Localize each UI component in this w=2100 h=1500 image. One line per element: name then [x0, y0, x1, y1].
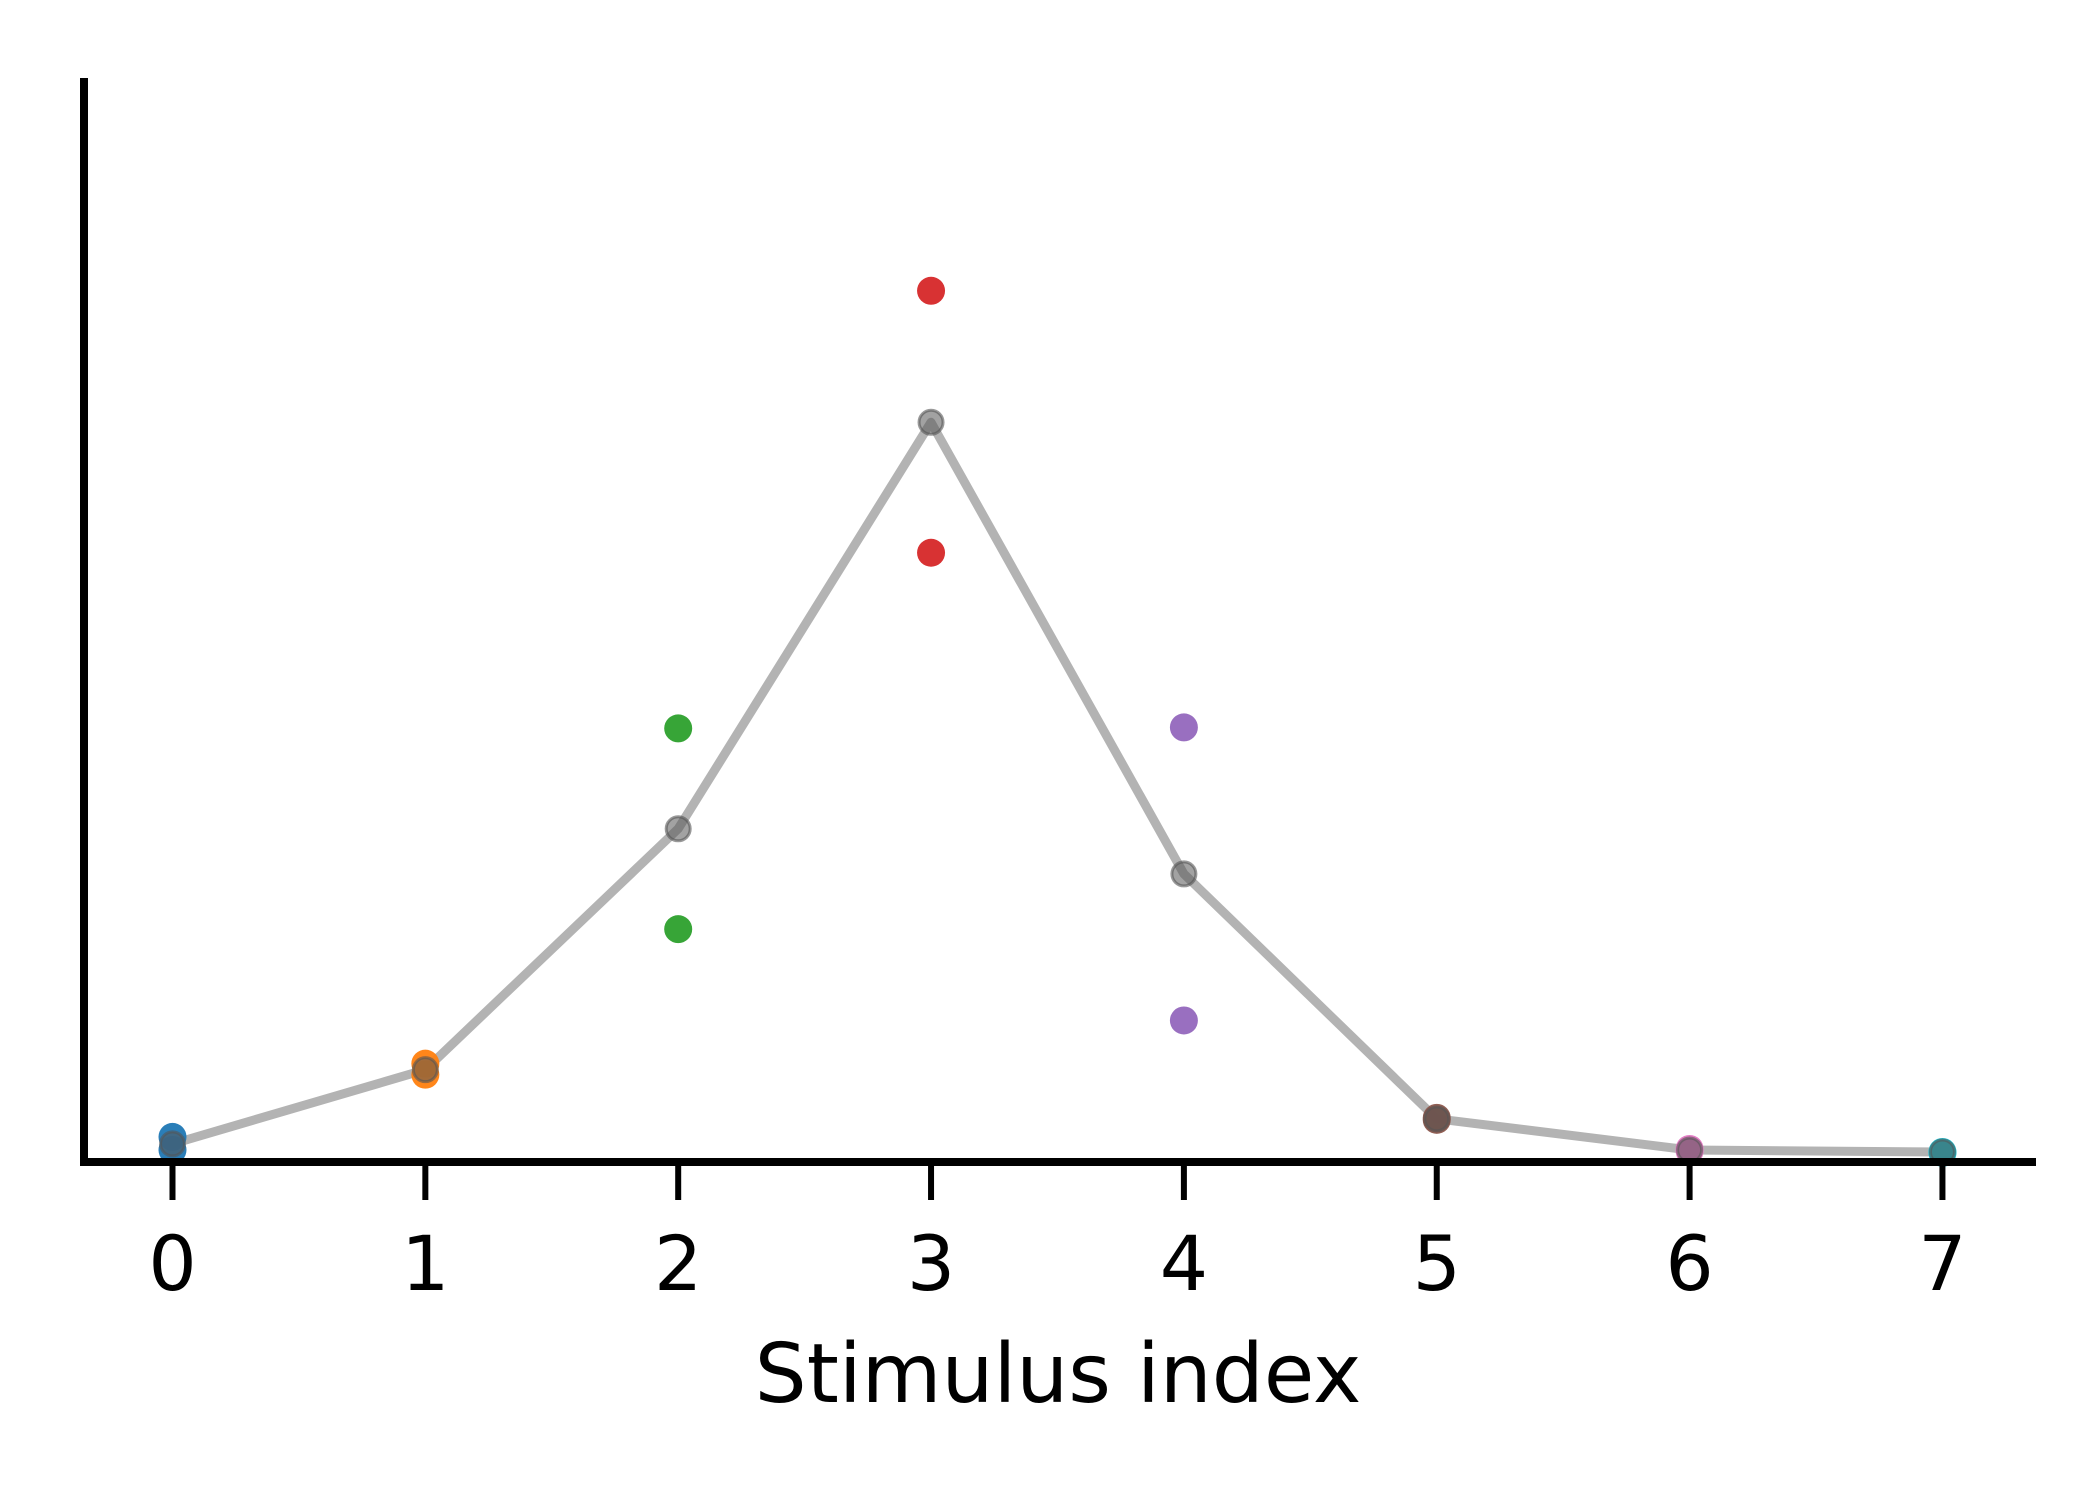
- x-tick-label-6: 6: [1665, 1219, 1713, 1308]
- x-tick-label-0: 0: [148, 1219, 196, 1308]
- data-point-3-1: [917, 538, 946, 567]
- data-point-4-0: [1169, 713, 1198, 742]
- x-tick-label-7: 7: [1918, 1219, 1966, 1308]
- x-tick-label-5: 5: [1413, 1219, 1461, 1308]
- mean-line: [168, 417, 1947, 1157]
- mean-marker-2: [664, 815, 692, 843]
- mean-marker-0: [158, 1130, 186, 1158]
- mean-marker-5: [1423, 1105, 1451, 1133]
- x-axis-ticks: 0 1 2 3 4 5 6 7: [148, 1162, 1967, 1308]
- mean-marker-4: [1170, 860, 1198, 888]
- data-point-2-0: [664, 714, 693, 743]
- mean-marker-1: [411, 1056, 439, 1084]
- x-tick-label-3: 3: [907, 1219, 955, 1308]
- x-tick-label-2: 2: [654, 1219, 702, 1308]
- x-axis-label: Stimulus index: [755, 1327, 1362, 1422]
- mean-marker-3: [917, 408, 945, 436]
- data-point-4-1: [1169, 1006, 1198, 1035]
- data-point-3-0: [917, 276, 946, 305]
- data-point-2-1: [664, 915, 693, 944]
- plot-area: [158, 276, 1957, 1167]
- x-tick-label-4: 4: [1160, 1219, 1208, 1308]
- x-tick-label-1: 1: [401, 1219, 449, 1308]
